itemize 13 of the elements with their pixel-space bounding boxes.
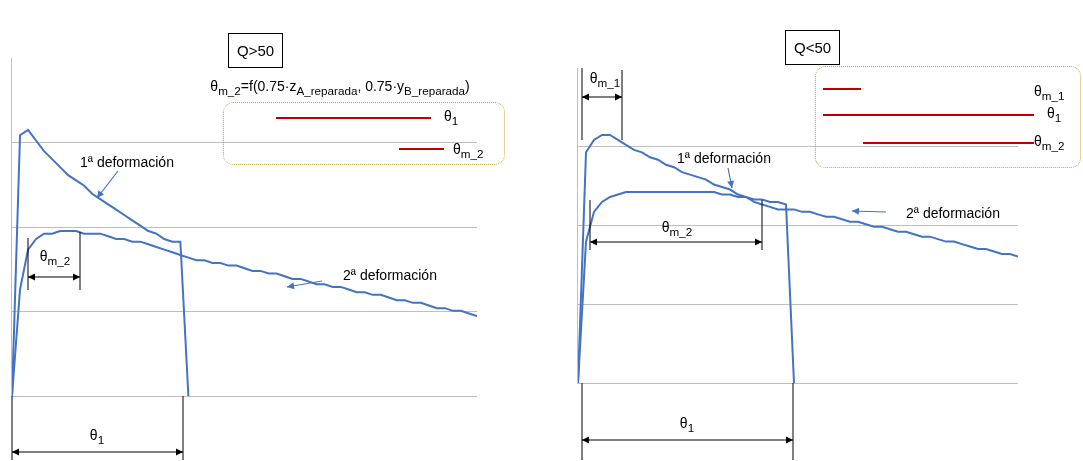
chart-title: Q>50 <box>237 42 275 59</box>
annotation: θ$_{m_2}$ <box>453 141 484 161</box>
legend-label: 2ª deformación <box>906 205 1000 221</box>
series-label: 1ª deformación <box>80 154 174 170</box>
text: θ$_{1}$ <box>679 415 695 435</box>
chart-title: Q<50 <box>794 39 832 56</box>
text: θ$_{1}$ <box>89 427 105 447</box>
text: θ$_{m_1}$ <box>589 70 621 90</box>
annotation: θ$_{m_2}$ <box>39 248 71 268</box>
annotation: θ$_{m_2}$ <box>661 219 693 239</box>
series-label: 1ª deformación <box>677 150 771 166</box>
legend-label: 2ª deformación <box>343 267 437 283</box>
text: θ$_{m_2}$=f(0.75·z$_{A_reparada}$, 0.75·y$_{B_reparada}$) <box>210 78 470 98</box>
